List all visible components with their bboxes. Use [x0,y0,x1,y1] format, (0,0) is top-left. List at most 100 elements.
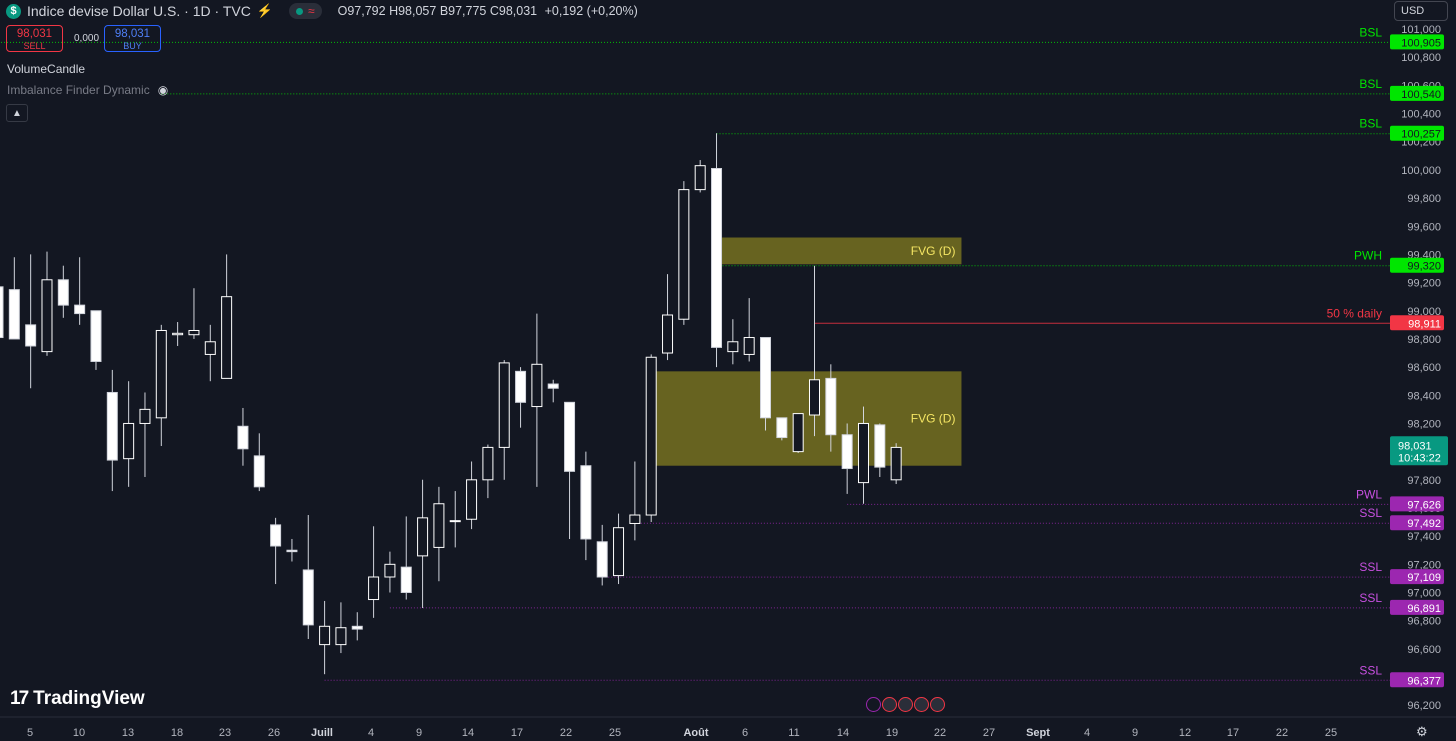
current-price-label: 98,031 [1398,440,1432,452]
candle-body [857,422,869,484]
current-price-tag [1390,436,1448,466]
fvg-zone [716,237,962,265]
ohlc-readout: O97,792 H98,057 B97,775 C98,031 +0,192 (… [338,4,638,18]
candle-body [466,479,478,520]
gear-icon[interactable]: ⚙ [1416,724,1428,739]
candle-body [90,310,102,362]
level-label: SSL [1359,506,1382,520]
candle-body [662,314,674,354]
chart-header: $ Indice devise Dollar U.S. · 1D · TVC ⚡… [6,2,638,20]
x-tick-label: 25 [609,727,621,739]
level-price-label: 98,911 [1408,318,1441,330]
dollar-icon[interactable]: $ [6,3,21,19]
open-value: 97,792 [347,4,386,18]
y-tick-label: 97,400 [1407,531,1441,543]
y-tick-label: 100,800 [1401,52,1441,64]
x-tick-label: 22 [1276,727,1288,739]
currency-selector[interactable]: USD [1394,1,1448,21]
x-tick-label: 9 [1132,727,1138,739]
market-status-pill[interactable]: ≈ [289,3,322,19]
spread-value: 0,000 [74,33,100,44]
candle-body [106,391,118,461]
level-label: SSL [1359,560,1382,574]
candle-body [874,424,886,468]
level-price-label: 99,320 [1407,261,1441,273]
fvg-zone-label: FVG (D) [911,244,956,258]
x-tick-label: 25 [1325,727,1337,739]
level-label: PWL [1356,487,1382,501]
x-tick-label: 6 [742,727,748,739]
candle-body [237,425,249,450]
x-tick-label: Août [683,727,708,739]
candle-body [41,279,53,353]
tradingview-logo: 17 TradingView [10,688,145,710]
level-label: SSL [1359,591,1382,605]
candle-body [384,563,396,578]
sell-price: 98,031 [16,28,53,40]
y-tick-label: 98,400 [1407,390,1441,402]
candle-body [123,422,135,460]
chevron-up-icon[interactable]: ▲ [6,104,28,122]
level-price-tag [1390,496,1444,512]
level-price-tag [1390,672,1444,688]
level-price-tag [1390,599,1444,615]
candle-body [760,337,772,419]
x-tick-label: 17 [511,727,523,739]
level-price-label: 97,492 [1407,518,1441,530]
eye-hidden-icon[interactable]: ◉ [157,83,169,97]
y-tick-label: 97,000 [1407,587,1441,599]
candle-body [270,524,282,547]
buy-button[interactable]: 98,031 BUY [104,25,161,52]
candle-body [449,520,461,523]
candle-body [547,383,559,389]
low-label: B [439,4,449,18]
candle-body [8,289,20,340]
level-label: 50 % daily [1327,306,1382,320]
y-tick-label: 96,600 [1407,644,1441,656]
level-label: PWH [1354,249,1382,263]
candle-body [57,279,69,306]
candle-body [596,541,608,578]
level-price-label: 100,257 [1401,129,1441,141]
y-tick-label: 100,400 [1401,109,1441,121]
level-price-tag [1390,315,1444,331]
candle-body [743,337,755,355]
level-price-tag [1390,85,1444,101]
level-price-tag [1390,125,1444,141]
candle-body [515,370,527,403]
x-tick-label: 17 [1227,727,1239,739]
candle-body [645,356,657,516]
candle-body [776,417,788,439]
fvg-zone-label: FVG (D) [911,412,956,426]
sell-button[interactable]: 98,031 SELL [6,25,63,52]
us-flag-icon[interactable] [930,697,945,712]
x-tick-label: 9 [416,727,422,739]
x-tick-label: 4 [1084,727,1090,739]
candle-body [792,413,804,453]
indicator-imbalance-label: Imbalance Finder Dynamic [7,83,150,97]
x-tick-label: 22 [934,727,946,739]
candle-body [253,455,265,488]
level-price-label: 97,109 [1407,572,1441,584]
us-flag-icon[interactable] [882,697,897,712]
y-tick-label: 99,600 [1407,221,1441,233]
level-label: BSL [1359,25,1382,39]
candle-body [433,503,445,548]
us-flag-icon[interactable] [914,697,929,712]
candle-body [482,446,494,481]
level-price-tag [1390,515,1444,531]
fvg-zone [651,371,962,466]
candle-body [286,549,298,553]
indicator-imbalance-finder[interactable]: Imbalance Finder Dynamic ◉ [7,83,168,97]
candle-body [727,341,739,353]
us-flag-icon[interactable] [898,697,913,712]
tradingview-logo-text: TradingView [33,688,145,709]
bolt-event-icon[interactable] [866,697,881,712]
candle-body [368,576,380,601]
level-price-tag [1390,569,1444,585]
indicator-volumecandle[interactable]: VolumeCandle [7,62,86,76]
x-tick-label: 19 [886,727,898,739]
candle-body [613,527,625,577]
symbol-title[interactable]: Indice devise Dollar U.S. · 1D · TVC [27,3,251,19]
